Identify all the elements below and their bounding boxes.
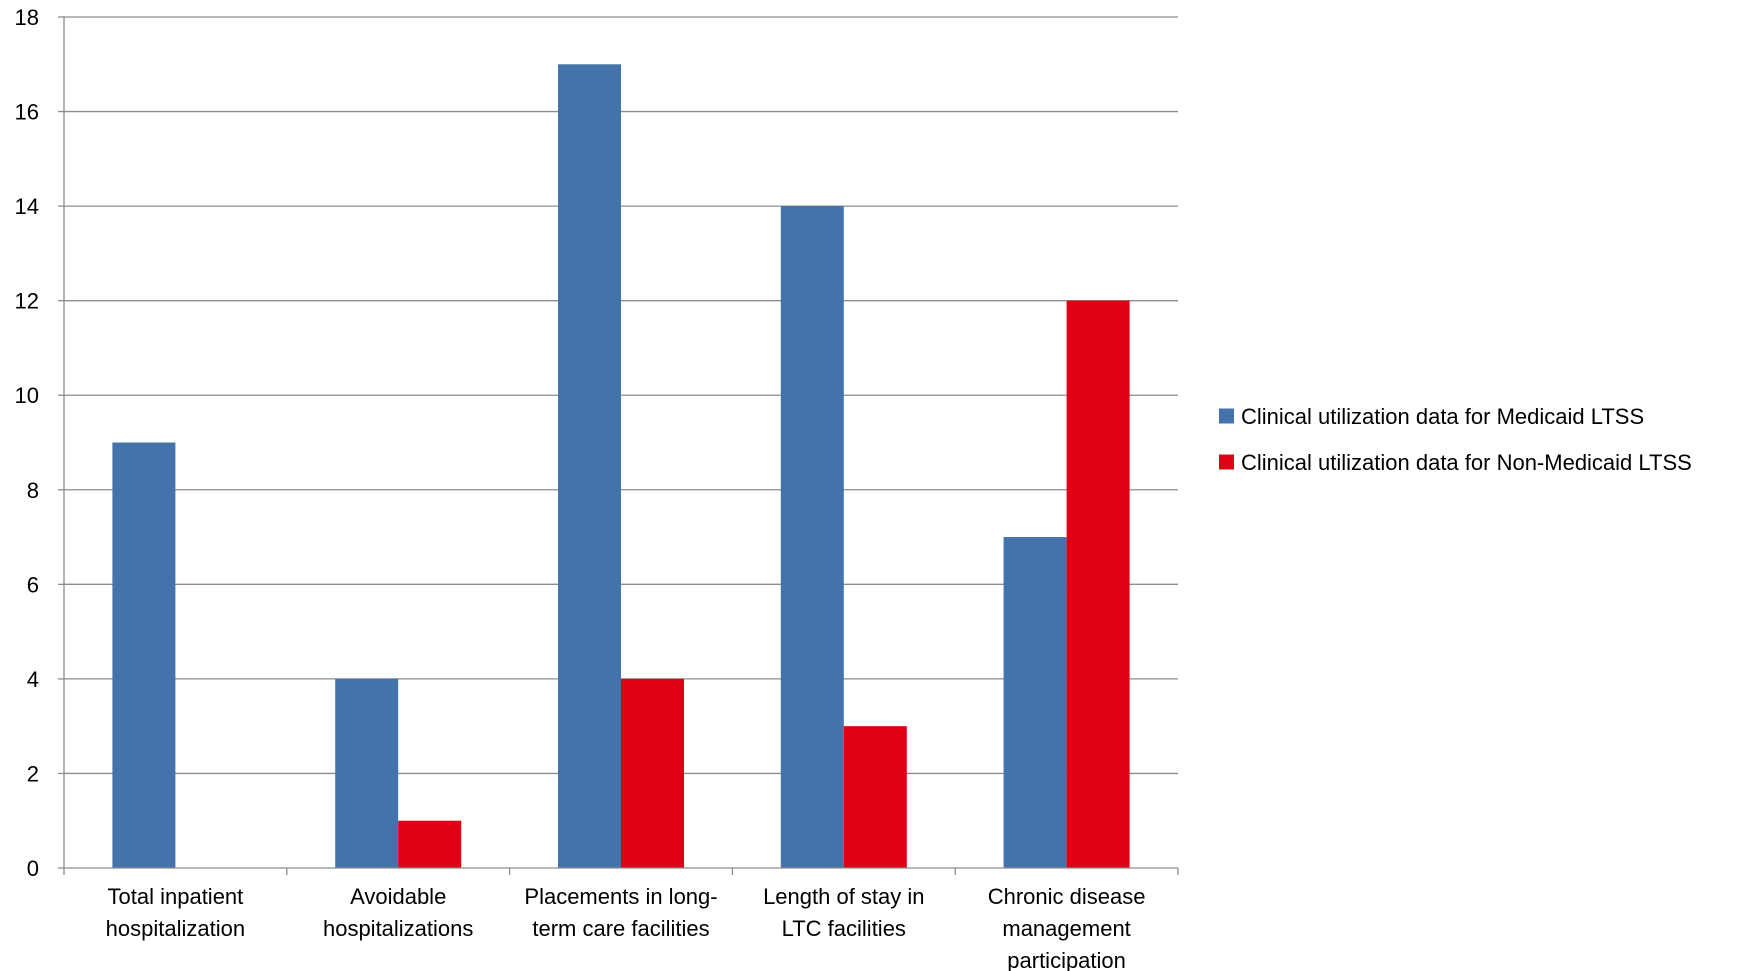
bar-series1-cat1 bbox=[112, 442, 176, 868]
y-tick-label-2: 2 bbox=[27, 761, 39, 786]
bar-series1-cat2 bbox=[335, 678, 399, 868]
bar-series1-cat5 bbox=[1003, 537, 1067, 868]
y-tick-label-8: 8 bbox=[27, 478, 39, 503]
y-tick-label-4: 4 bbox=[27, 667, 39, 692]
bar-series2-cat5 bbox=[1066, 300, 1130, 869]
bar-series2-cat4 bbox=[843, 726, 907, 868]
legend-swatch-2 bbox=[1219, 454, 1234, 470]
x-category-label-4: Length of stay in LTC facilities bbox=[763, 884, 924, 941]
y-tick-label-16: 16 bbox=[15, 100, 39, 125]
legend-label-2: Clinical utilization data for Non-Medica… bbox=[1241, 450, 1692, 475]
x-category-label-3: Placements in long-term care facilities bbox=[524, 884, 717, 941]
x-axis-category-labels: Total inpatient hospitalization Avoidable h… bbox=[106, 884, 1146, 971]
y-axis-ticks: 0 2 4 6 8 10 12 14 16 18 bbox=[15, 5, 64, 881]
bar-series1-cat4 bbox=[780, 206, 844, 869]
x-category-label-1: Total inpatient hospitalization bbox=[106, 884, 245, 941]
bar-series1-cat3 bbox=[558, 64, 621, 869]
legend-label-1: Clinical utilization data for Medicaid L… bbox=[1241, 404, 1644, 429]
legend-swatch-1 bbox=[1219, 408, 1234, 424]
legend: Clinical utilization data for Medicaid L… bbox=[1219, 404, 1692, 475]
y-tick-label-10: 10 bbox=[15, 383, 39, 408]
bars bbox=[112, 64, 1130, 869]
x-category-label-2: Avoidable hospitalizations bbox=[323, 884, 473, 941]
axes bbox=[63, 17, 1179, 875]
y-tick-label-6: 6 bbox=[27, 572, 39, 597]
y-tick-label-12: 12 bbox=[15, 289, 39, 314]
bar-series2-cat3 bbox=[621, 678, 684, 868]
bar-series2-cat2 bbox=[398, 820, 462, 868]
x-category-label-5: Chronic disease management participation bbox=[988, 884, 1146, 971]
y-tick-label-18: 18 bbox=[15, 5, 39, 30]
y-tick-label-14: 14 bbox=[15, 194, 39, 219]
y-tick-label-0: 0 bbox=[27, 856, 39, 881]
